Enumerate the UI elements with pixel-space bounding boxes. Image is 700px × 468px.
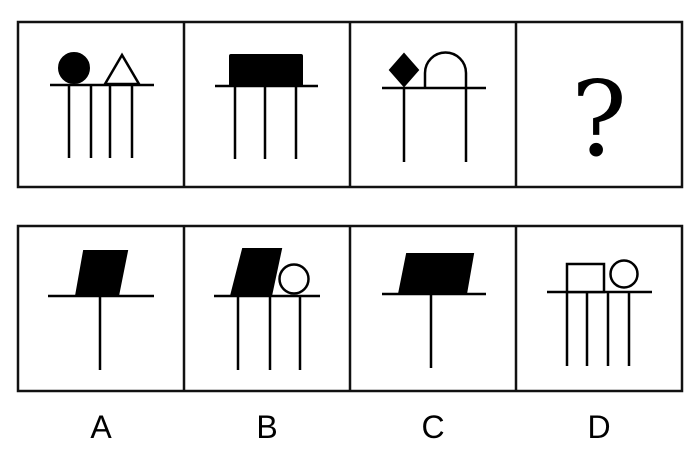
option-c-label[interactable]: C: [421, 409, 444, 445]
option-d-label[interactable]: D: [587, 409, 610, 445]
question-cell-3: [382, 51, 486, 162]
question-mark: ?: [571, 58, 627, 180]
filled-parallelogram-shape: [397, 253, 475, 295]
option-d-figure[interactable]: [547, 259, 652, 367]
filled-parallelogram-shape: [229, 248, 283, 297]
option-a-label[interactable]: A: [90, 409, 112, 445]
question-row: ?: [16, 20, 684, 189]
filled-circle-shape: [58, 52, 90, 84]
question-cell-2: [215, 54, 318, 159]
hollow-triangle-shape: [102, 52, 142, 86]
filled-diamond-shape: [388, 52, 420, 88]
option-a-figure[interactable]: [48, 250, 154, 370]
hollow-arch-shape: [423, 51, 468, 88]
filled-parallelogram-shape: [74, 250, 129, 297]
hollow-circle-shape: [278, 263, 310, 295]
hollow-circle-shape: [609, 259, 639, 289]
option-b-label[interactable]: B: [256, 409, 277, 445]
hollow-rectangle-shape: [565, 262, 606, 294]
option-b-figure[interactable]: [214, 248, 320, 370]
question-cell-4: ?: [571, 58, 627, 180]
filled-rectangle-shape: [229, 54, 303, 87]
options-row: [16, 224, 684, 393]
option-c-figure[interactable]: [382, 253, 486, 368]
question-cell-1: [50, 52, 154, 158]
